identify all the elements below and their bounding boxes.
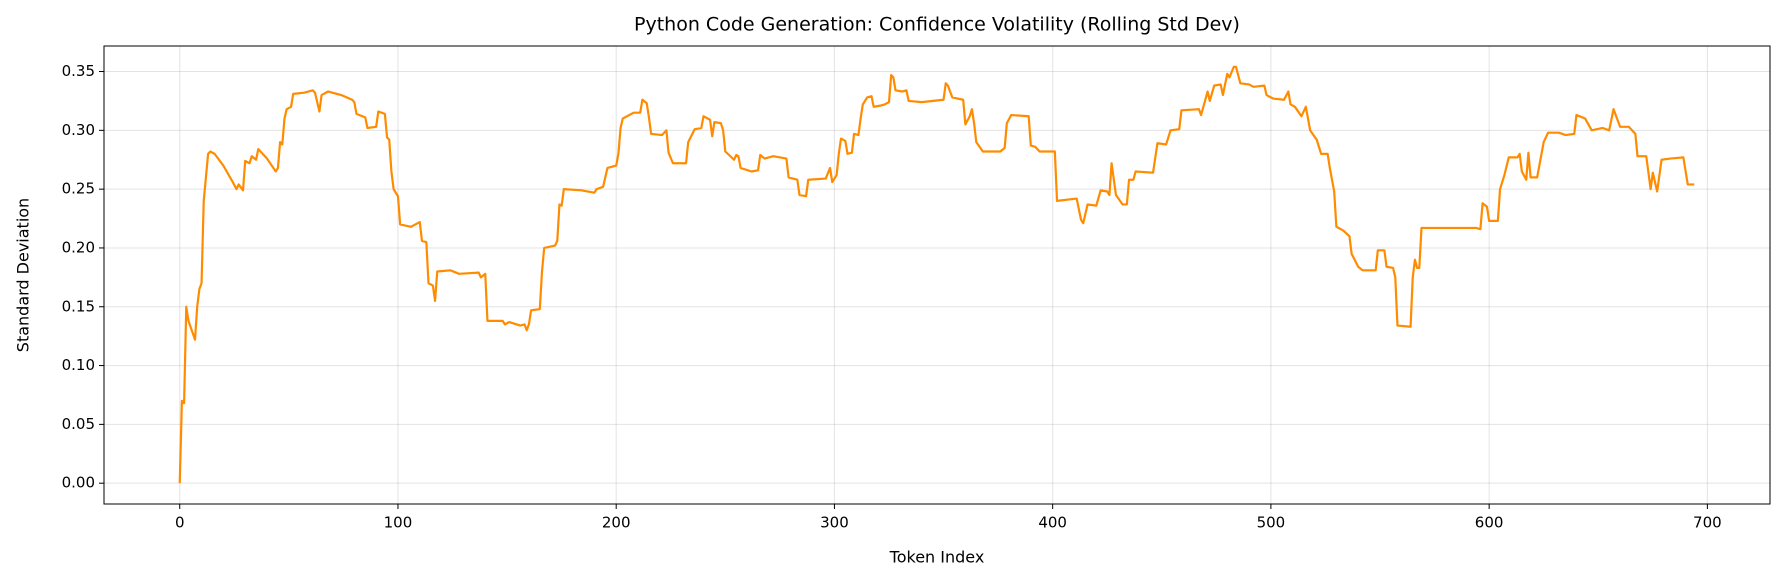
data-line: [178, 65, 1695, 484]
x-tick-label: 700: [1693, 514, 1722, 532]
x-tick-label: 0: [175, 514, 185, 532]
y-tick-label: 0.00: [62, 474, 95, 492]
x-tick-label: 400: [1038, 514, 1067, 532]
y-axis-label: Standard Deviation: [14, 198, 33, 352]
chart-title: Python Code Generation: Confidence Volat…: [634, 14, 1240, 36]
y-tick-label: 0.35: [62, 62, 95, 80]
y-tick-label: 0.20: [62, 238, 95, 256]
x-tick-label: 600: [1475, 514, 1504, 532]
y-tick-label: 0.15: [62, 297, 95, 315]
plot-frame: [103, 45, 1771, 505]
y-tick-label: 0.30: [62, 121, 95, 139]
x-tick-label: 200: [602, 514, 631, 532]
x-tick-label: 500: [1257, 514, 1286, 532]
x-tick-label: 100: [384, 514, 413, 532]
y-tick-label: 0.25: [62, 180, 95, 198]
x-axis-label: Token Index: [889, 548, 985, 567]
y-tick-label: 0.10: [62, 356, 95, 374]
y-tick-label: 0.05: [62, 415, 95, 433]
x-tick-label: 300: [820, 514, 849, 532]
